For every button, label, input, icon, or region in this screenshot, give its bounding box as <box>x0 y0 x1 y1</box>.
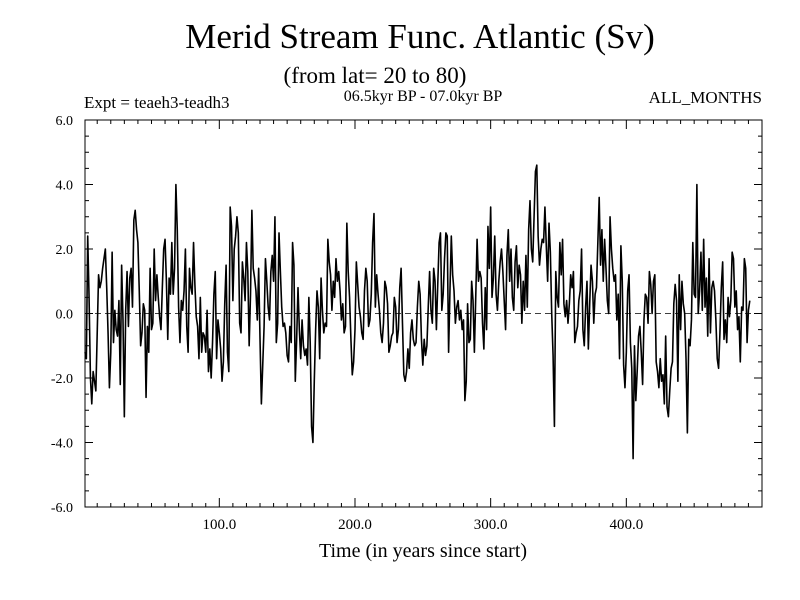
y-tick-label: 4.0 <box>56 179 74 194</box>
months-label: ALL_MONTHS <box>649 88 762 107</box>
y-tick-label: 2.0 <box>56 243 74 258</box>
x-tick-label: 300.0 <box>474 517 508 533</box>
chart-subtitle: (from lat= 20 to 80) <box>284 63 467 88</box>
x-tick-label: 200.0 <box>338 517 372 533</box>
x-tick-label: 400.0 <box>609 517 643 533</box>
plot-frame <box>84 119 763 508</box>
series-line <box>84 164 751 460</box>
axes: -6.0 -4.0 -2.0 0.0 2.0 4.0 6.0 100.0 200.0 300.0 4… <box>51 114 762 533</box>
y-tick-label: -2.0 <box>51 372 73 387</box>
chart-title: Merid Stream Func. Atlantic (Sv) <box>185 17 655 56</box>
y-tick-label: 6.0 <box>56 114 74 129</box>
y-tick-label: 0.0 <box>56 308 74 323</box>
y-tick-label: -6.0 <box>51 501 73 516</box>
series-layer <box>84 164 751 460</box>
x-axis-title: Time (in years since start) <box>319 540 527 562</box>
x-tick-label: 100.0 <box>202 517 236 533</box>
experiment-label: Expt = teaeh3-teadh3 <box>84 93 230 112</box>
y-tick-label: -4.0 <box>51 437 73 452</box>
period-label: 06.5kyr BP - 07.0kyr BP <box>344 88 503 105</box>
